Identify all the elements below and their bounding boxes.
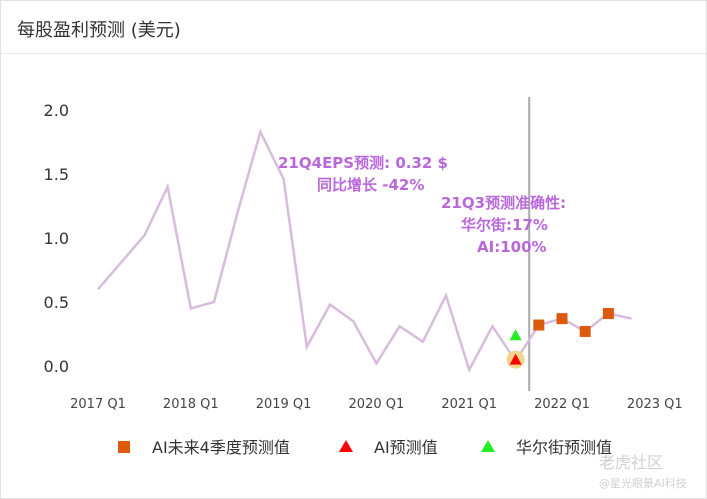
- accuracy-street-annotation: 华尔街:17%: [461, 216, 548, 234]
- legend-triangle-marker: [481, 440, 495, 452]
- ai-forecast-point: [509, 353, 522, 365]
- future-forecast-point: [602, 308, 614, 320]
- legend-label: AI未来4季度预测值: [152, 438, 290, 457]
- x-tick-label: 2020 Q1: [349, 397, 405, 412]
- y-tick-label: 1.5: [44, 165, 69, 184]
- eps-forecast-annotation: 21Q4EPS预测: 0.32 $: [278, 154, 448, 172]
- card-header: 每股盈利预测 (美元): [1, 1, 706, 54]
- legend-label: AI预测值: [374, 438, 438, 457]
- future-forecast-point: [556, 313, 568, 325]
- x-tick-label: 2021 Q1: [441, 397, 497, 412]
- x-axis: 2017 Q1 2018 Q1 2019 Q1 2020 Q1 2021 Q1 2022 …: [70, 397, 683, 412]
- future-forecast-point: [533, 319, 545, 331]
- x-tick-label: 2023 Q1: [627, 397, 683, 412]
- watermark-handle: @星光眼景AI科技: [599, 477, 687, 490]
- x-tick-label: 2017 Q1: [70, 397, 126, 412]
- future-forecast-point: [579, 325, 591, 337]
- annotations: 21Q4EPS预测: 0.32 $ 同比增长 -42% 21Q3预测准确性: 华…: [278, 154, 566, 256]
- eps-growth-annotation: 同比增长 -42%: [317, 176, 424, 194]
- y-tick-label: 2.0: [44, 101, 69, 120]
- accuracy-title-annotation: 21Q3预测准确性:: [441, 194, 566, 212]
- street-forecast-point: [509, 329, 522, 341]
- accuracy-ai-annotation: AI:100%: [477, 238, 547, 256]
- y-tick-label: 1.0: [44, 229, 69, 248]
- y-axis: 2.0 1.5 1.0 0.5 0.0: [44, 101, 69, 376]
- legend-square-marker: [118, 441, 130, 453]
- legend-label: 华尔街预测值: [516, 438, 612, 457]
- x-tick-label: 2022 Q1: [534, 397, 590, 412]
- legend-triangle-marker: [339, 440, 353, 452]
- legend: AI未来4季度预测值 AI预测值 华尔街预测值: [118, 438, 612, 457]
- watermark-logo-text: 老虎社区: [599, 453, 664, 472]
- x-tick-label: 2019 Q1: [256, 397, 312, 412]
- x-tick-label: 2018 Q1: [163, 397, 219, 412]
- y-tick-label: 0.0: [44, 357, 69, 376]
- y-tick-label: 0.5: [44, 293, 69, 312]
- chart-marks: [506, 308, 614, 369]
- card-title: 每股盈利预测 (美元): [17, 20, 181, 41]
